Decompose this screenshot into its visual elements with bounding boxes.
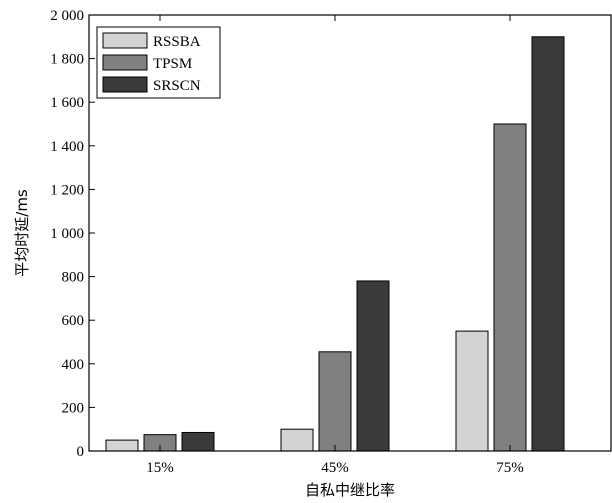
bar-rssba-0 [105,439,139,452]
bar-rssba-1 [280,428,314,452]
y-tick-label: 0 [77,444,85,460]
legend-swatch-rssba [102,32,148,49]
legend-label-tpsm: TPSM [153,56,192,72]
y-ticks-group: 0 200 400 600 800 1 000 1 200 1 400 1 600 1 800 2 … [50,8,95,460]
y-axis-title: 平均时延/ms [13,189,31,277]
bars-group [105,36,565,452]
x-ticks-group: 15% 45% 75% [146,15,524,476]
bar-rssba-2 [455,330,489,452]
y-tick-label: 800 [62,270,85,286]
bar-srscn-2 [531,36,565,452]
y-tick-label: 2 000 [50,8,84,24]
bar-tpsm-1 [318,351,352,452]
bar-srscn-1 [356,280,390,452]
x-tick-label: 45% [321,460,349,476]
y-tick-label: 1 400 [50,139,84,155]
legend-label-rssba: RSSBA [153,34,201,50]
y-tick-label: 200 [62,400,85,416]
legend-swatch-srscn [102,76,148,93]
legend-label-srscn: SRSCN [153,78,201,94]
y-tick-label: 1 800 [50,52,84,68]
legend: RSSBA TPSM SRSCN [96,26,221,99]
x-tick-label: 75% [496,460,524,476]
plot-frame [88,14,612,452]
y-tick-label: 1 000 [50,226,84,242]
y-tick-label: 1 200 [50,182,84,198]
y-tick-label: 600 [62,313,85,329]
legend-swatch-tpsm [102,54,148,71]
y-tick-label: 400 [62,357,85,373]
bar-srscn-0 [181,431,215,452]
x-tick-label: 15% [146,460,174,476]
y-tick-label: 1 600 [50,95,84,111]
bar-tpsm-2 [493,123,527,452]
x-axis-title: 自私中继比率 [305,481,395,499]
